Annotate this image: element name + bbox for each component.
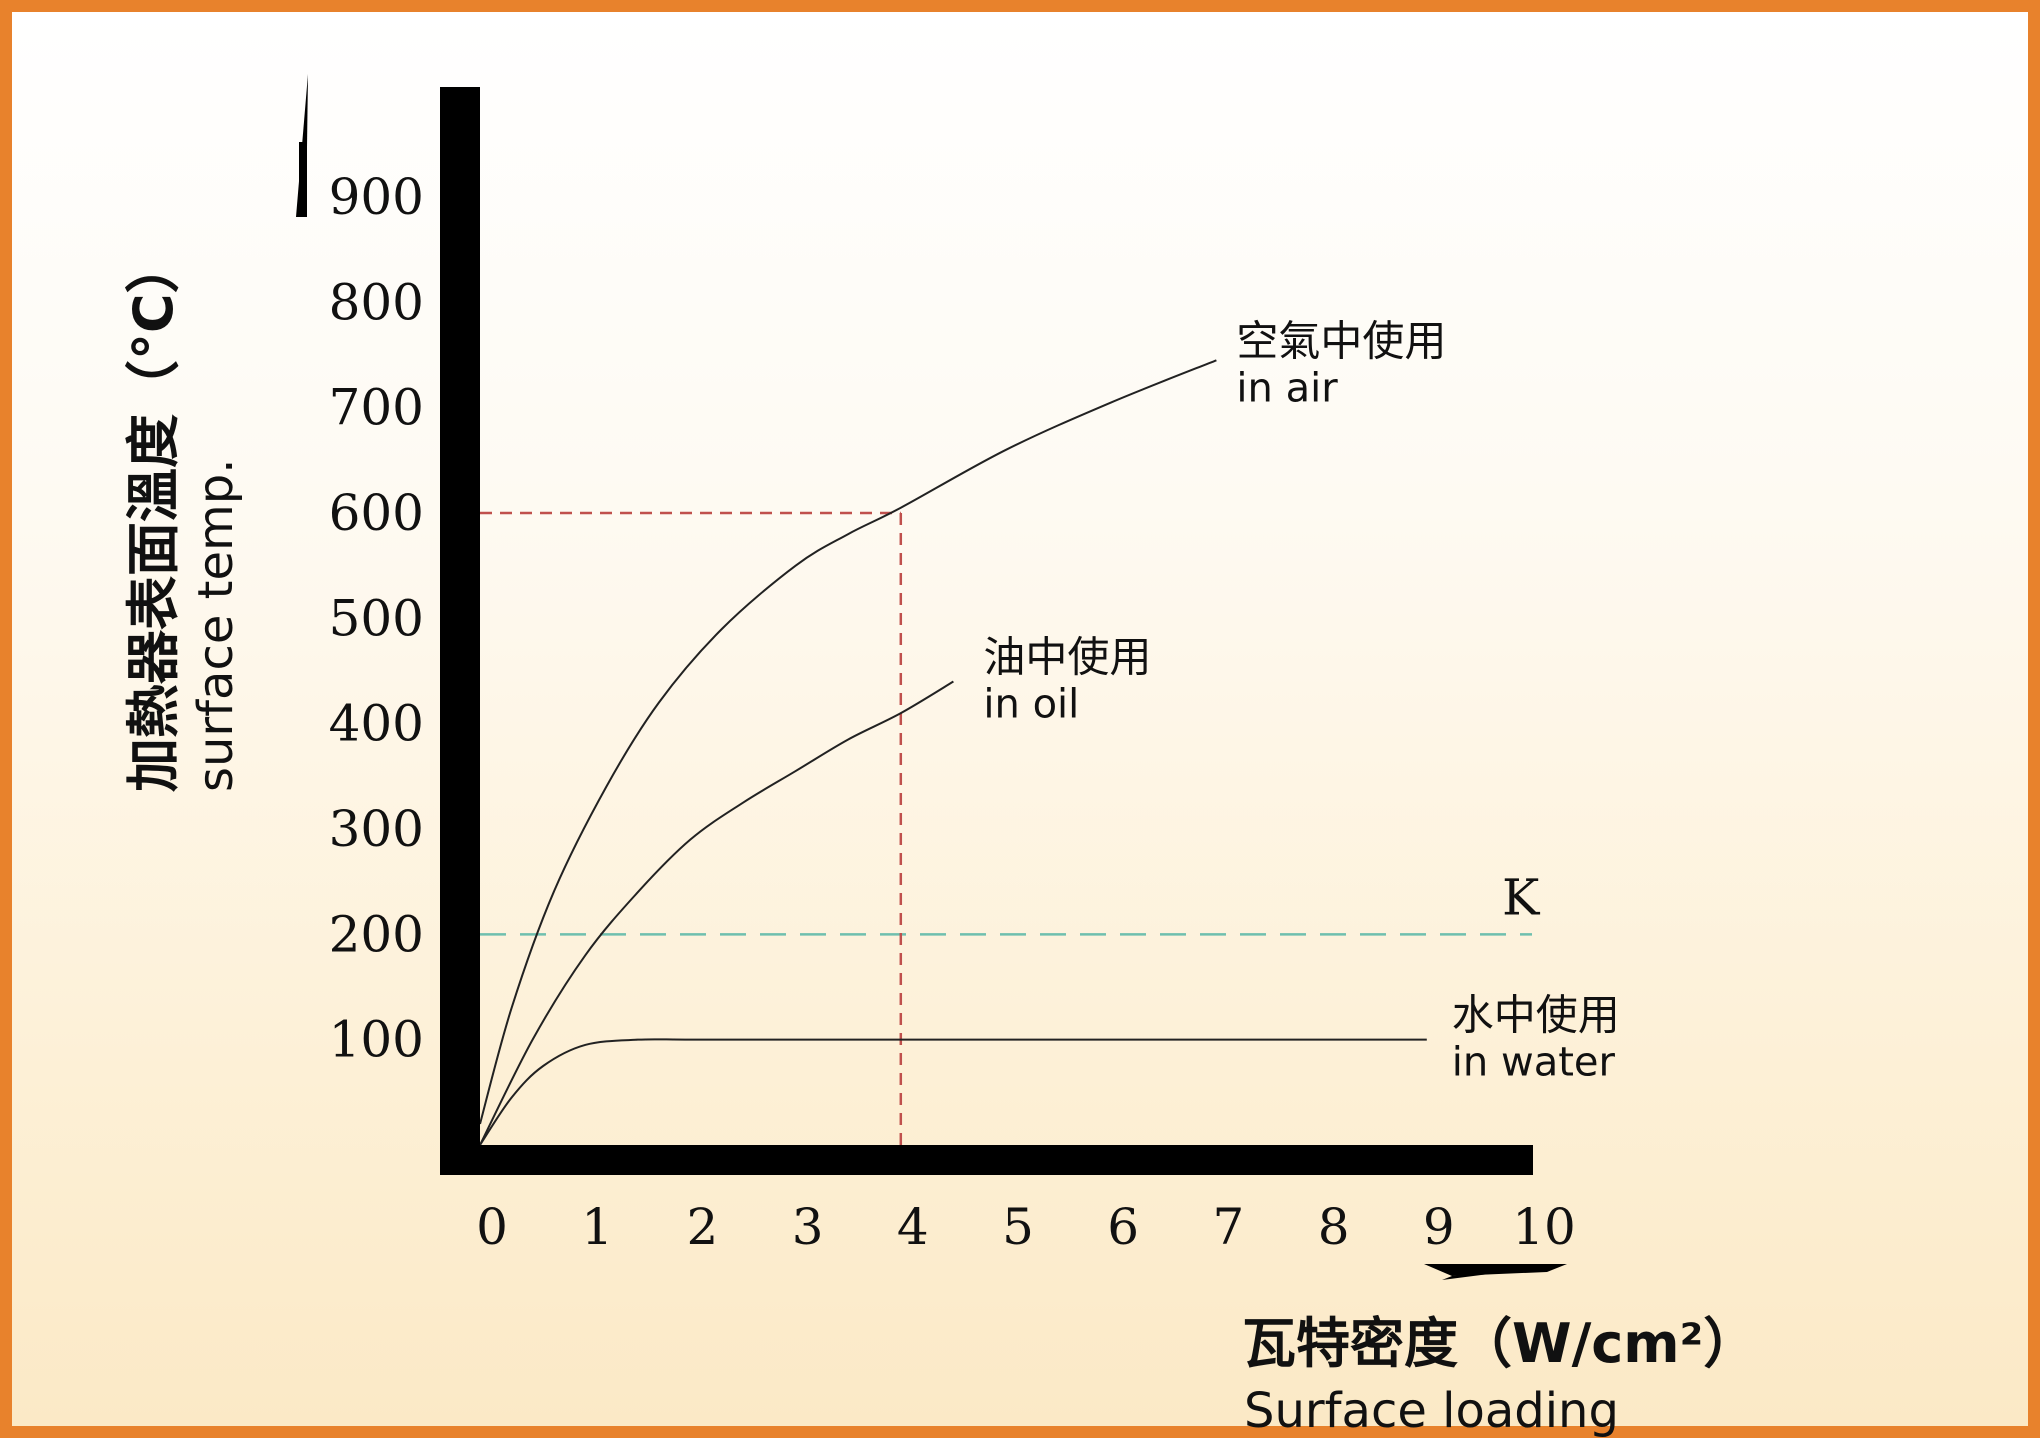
y-tick-label: 900 [329,168,424,226]
y-axis-title-en: surface temp. [188,459,244,793]
x-tick-label: 4 [897,1198,929,1256]
series-label-en: in water [1452,1040,1616,1086]
y-tick-label: 100 [329,1011,424,1069]
series-line [479,1038,1427,1146]
y-axis-arrow-icon [296,74,308,217]
y-axis-title-cn: 加熱器表面溫度（°C） [122,239,185,792]
x-tick-label: 10 [1512,1198,1576,1256]
series-line [479,680,954,1146]
x-tick-label: 8 [1318,1198,1350,1256]
x-tick-label: 7 [1212,1198,1244,1256]
x-tick-label: 1 [581,1198,613,1256]
y-tick-label: 400 [329,695,424,753]
y-tick-label: 600 [329,484,424,542]
x-axis-title-cn: 瓦特密度（W/cm²） [1242,1312,1757,1375]
surface-temp-chart: 加熱器表面溫度（°C） surface temp. 瓦特密度（W/cm²） Su… [122,74,1757,1439]
x-tick-label: 6 [1107,1198,1139,1256]
y-tick-label: 500 [329,589,424,647]
x-tick-label: 5 [1002,1198,1034,1256]
y-axis-line [440,87,480,1175]
x-axis-line [440,1145,1533,1175]
y-tick-label: 200 [329,905,424,963]
series-label-en: in air [1236,365,1338,411]
x-tick-label: 9 [1423,1198,1455,1256]
x-axis-arrow-icon [1424,1264,1567,1280]
x-axis-title-en: Surface loading [1244,1383,1619,1439]
series-label-cn: 油中使用 [983,633,1151,682]
series-label-cn: 空氣中使用 [1236,316,1446,365]
series-line [479,359,1217,1125]
series-label-en: in oil [983,682,1079,728]
x-tick-label: 3 [792,1198,824,1256]
y-tick-label: 800 [329,273,424,331]
x-tick-label: 0 [476,1198,508,1256]
y-tick-label: 300 [329,800,424,858]
series-label-cn: 水中使用 [1452,991,1620,1040]
x-tick-label: 2 [686,1198,718,1256]
reference-line-label: K [1502,868,1541,926]
y-axis-title: 加熱器表面溫度（°C） surface temp. [122,239,244,792]
y-tick-label: 700 [329,379,424,437]
